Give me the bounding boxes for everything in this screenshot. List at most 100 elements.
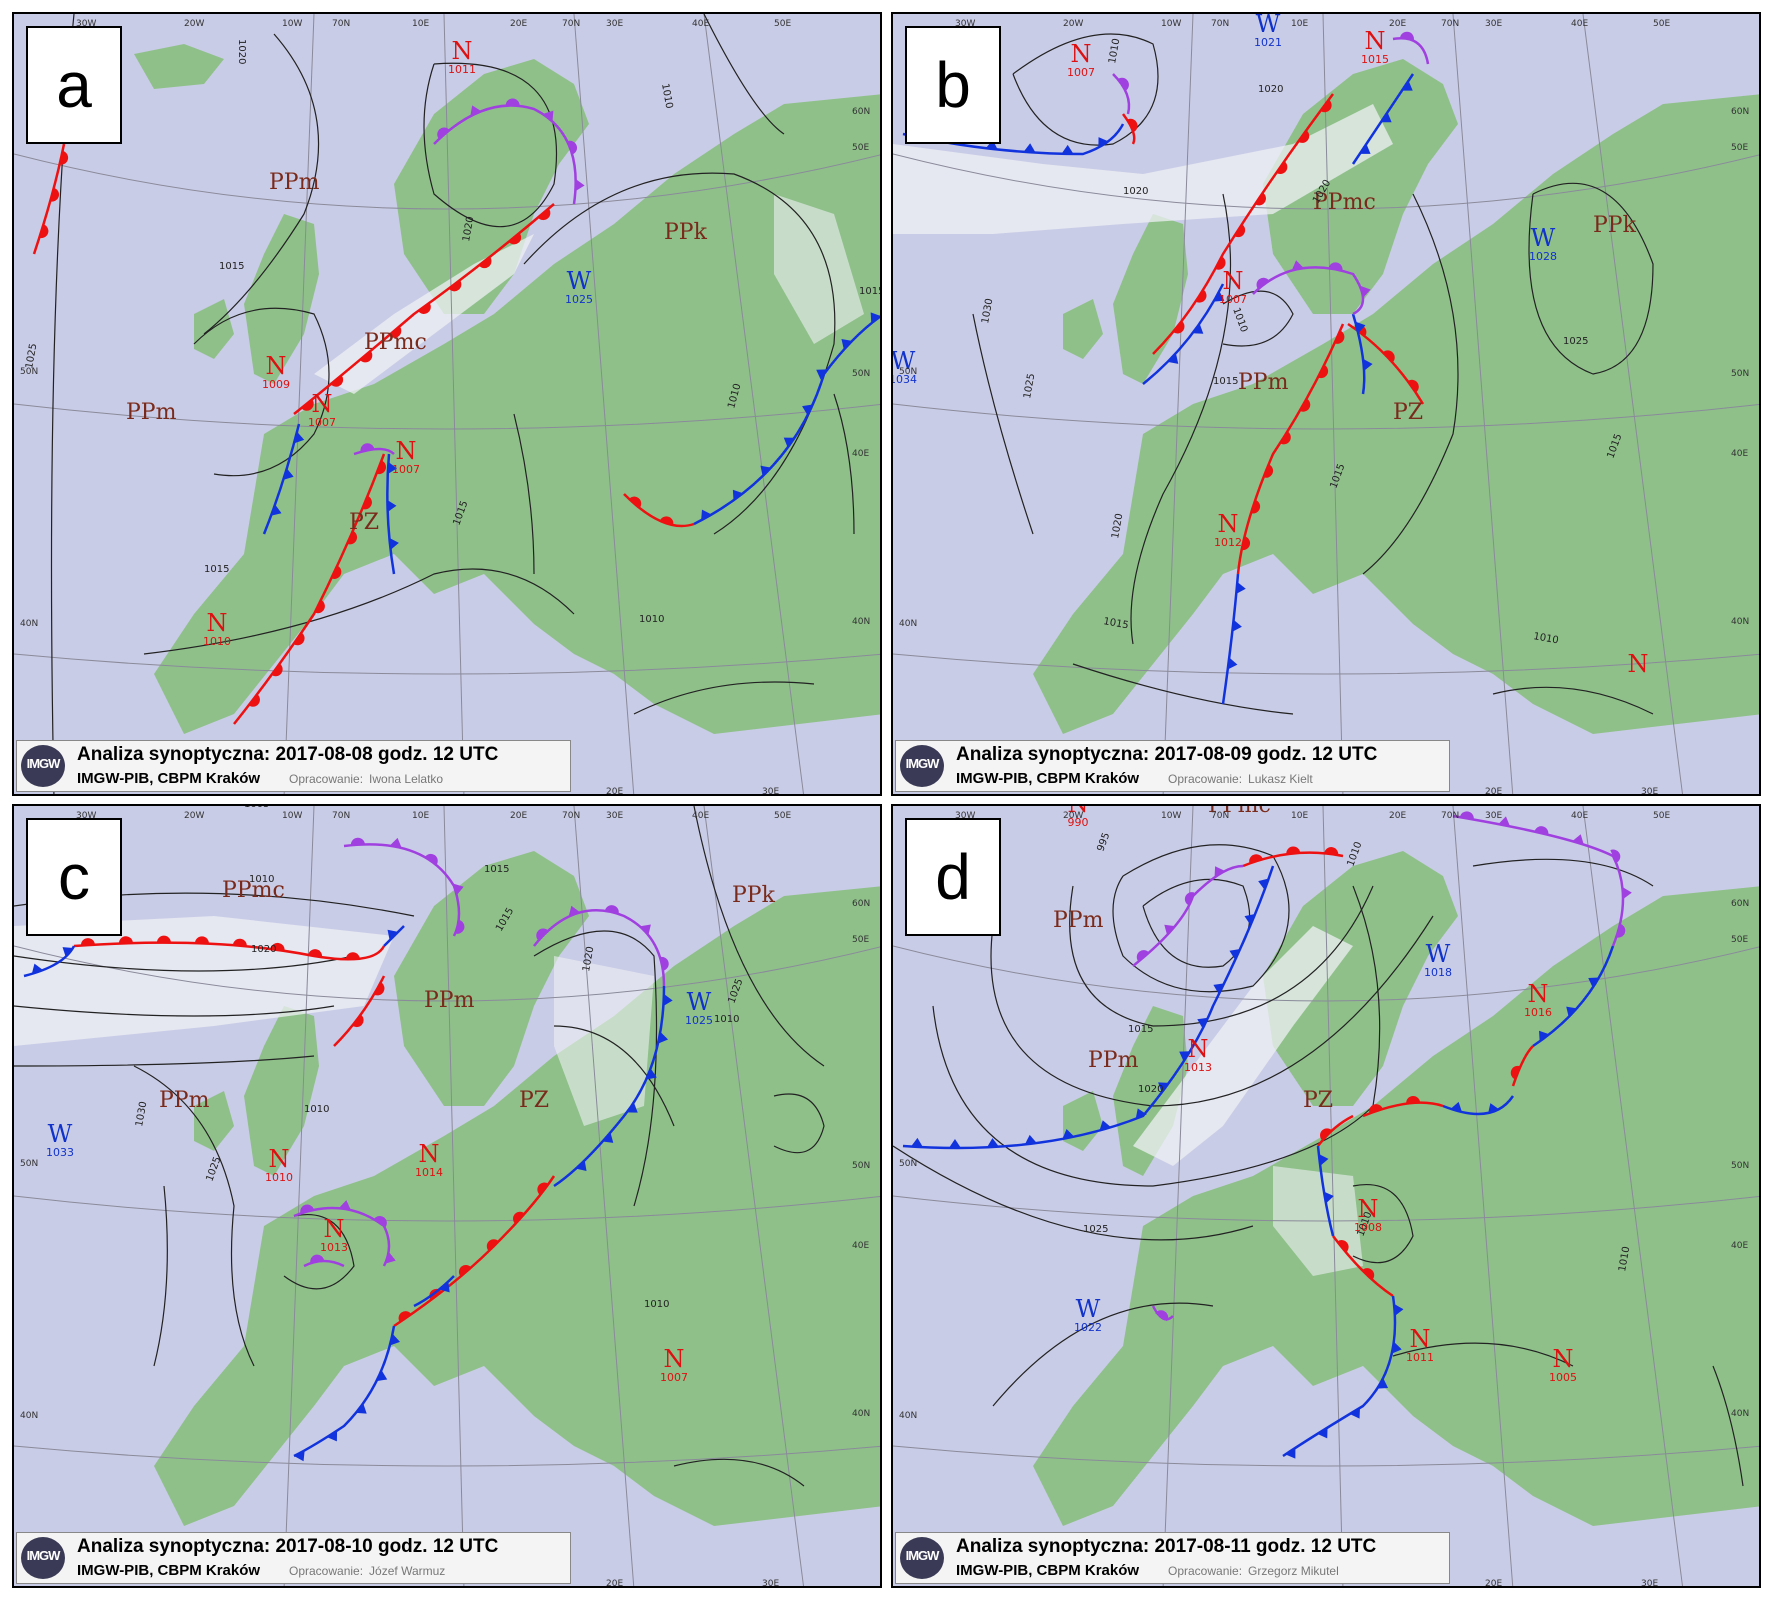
- graticule-label: 40N: [20, 1411, 38, 1421]
- occluded-front: [293, 1206, 391, 1267]
- air-mass-labels: PPmc PPm PPm PZ PPk: [159, 878, 776, 1113]
- front-triangle-symbol: [1135, 1108, 1147, 1120]
- front-triangle-symbol: [701, 509, 712, 521]
- isobar: [1528, 182, 1654, 375]
- front-semicircle-symbol: [1534, 826, 1549, 835]
- caption-author: Opracowanie: Iwona Lelatko: [289, 772, 443, 786]
- map-canvas: N1002N1006N1000W1025W1033N1010N1014N1013…: [14, 806, 880, 1588]
- isobar: [193, 307, 330, 477]
- graticule-label: 70N: [562, 811, 580, 821]
- pressure-center-letter: N: [312, 390, 333, 418]
- graticule-line: [14, 945, 880, 1002]
- front-semicircle-symbol: [352, 1014, 364, 1028]
- pressure-center-value: 1009: [262, 378, 290, 391]
- occluded-front: [1252, 266, 1365, 316]
- occluded-front-symbols: [350, 837, 465, 934]
- graticule-label: 50N: [899, 1159, 917, 1169]
- front-triangle-symbol: [1244, 914, 1256, 926]
- graticule-line: [283, 806, 315, 1586]
- graticule-label: 30E: [762, 1579, 779, 1588]
- isobar-label: 1025: [1083, 1224, 1108, 1235]
- pressure-center-letter: N: [266, 352, 287, 380]
- warm-front-symbols: [398, 1182, 549, 1323]
- warm-front-symbols: [301, 208, 551, 411]
- front-semicircle-symbol: [1136, 950, 1150, 962]
- land-scandinavia: [394, 851, 589, 1106]
- front-triangle-symbol: [62, 947, 74, 958]
- front-triangle-symbol: [1061, 144, 1074, 154]
- air-mass-labels: PPm PPm PPmc PPk PZ: [126, 170, 708, 535]
- front-triangle-symbol: [1394, 1303, 1404, 1316]
- cold-front-symbols: [575, 994, 673, 1172]
- pressure-center-value: 1025: [565, 293, 593, 306]
- warm-front: [233, 453, 386, 725]
- graticule-label: 40E: [692, 811, 709, 821]
- pressure-center-value: 1016: [1524, 1006, 1552, 1019]
- graticule-label: 10W: [1161, 811, 1181, 821]
- warm-front: [1362, 1101, 1444, 1118]
- graticule-label: 20E: [1485, 1579, 1502, 1588]
- cold-front-symbols: [1450, 1101, 1500, 1114]
- graticule-label: 10E: [1291, 811, 1308, 821]
- pressure-center-letter: W: [48, 1120, 73, 1148]
- graticule-line: [14, 1445, 880, 1467]
- pressure-center-value: 1012: [1214, 536, 1242, 549]
- occluded-front-symbols: [1118, 77, 1129, 91]
- graticule-label: 40N: [1731, 1409, 1749, 1419]
- front-triangle-symbol: [1291, 260, 1304, 271]
- air-mass-label: PPk: [732, 883, 776, 908]
- warm-front-symbols: [1369, 1095, 1421, 1114]
- graticule-label: 70N: [1441, 19, 1459, 29]
- pressure-center-value: 1014: [415, 1166, 443, 1179]
- front-triangle-symbol: [1232, 619, 1242, 632]
- front-triangle-symbol: [294, 1450, 305, 1462]
- warm-front: [1317, 1114, 1354, 1147]
- isobar: [1222, 290, 1294, 347]
- occluded-front: [433, 104, 577, 205]
- isobar: [1352, 885, 1381, 1107]
- isobar: [703, 14, 785, 135]
- graticule-label: 40E: [692, 19, 709, 29]
- imgw-logo: IMGW: [21, 745, 65, 787]
- graticule-line: [573, 14, 635, 794]
- front-triangle-symbol: [986, 1138, 999, 1148]
- graticule-label: 40E: [1571, 811, 1588, 821]
- pressure-center-letter: N: [207, 609, 228, 637]
- front-semicircle-symbol: [1400, 31, 1414, 41]
- graticule-label: 50E: [774, 19, 791, 29]
- air-mass-label: PPk: [1593, 213, 1637, 238]
- front-triangle-symbol: [1227, 657, 1238, 670]
- front-semicircle-symbol: [1406, 1095, 1421, 1104]
- isobar-label: 1020: [1123, 186, 1148, 197]
- front-semicircle-symbol: [314, 599, 325, 614]
- front-semicircle-symbol: [1510, 1065, 1521, 1080]
- front-semicircle-symbol: [1276, 161, 1288, 174]
- front-triangle-symbol: [1498, 816, 1511, 827]
- land-ireland: [194, 299, 234, 359]
- warm-front-symbols: [1249, 846, 1339, 864]
- front-triangle-symbol: [389, 837, 402, 848]
- warm-front-symbols: [352, 982, 385, 1028]
- front-semicircle-symbol: [1324, 847, 1339, 855]
- isobar-label: 1030: [980, 298, 995, 325]
- graticule-label: 10E: [412, 19, 429, 29]
- front-triangle-symbol: [802, 404, 813, 416]
- graticule-label: 50N: [1731, 369, 1749, 379]
- cold-front: [413, 1275, 455, 1308]
- graticule-line: [1162, 14, 1194, 794]
- front-semicircle-symbol: [1286, 846, 1301, 855]
- front-triangle-symbol: [575, 1160, 587, 1172]
- cold-front-symbols: [1227, 581, 1246, 670]
- graticule-line: [443, 14, 465, 794]
- author-label: Opracowanie:: [289, 1564, 364, 1578]
- occluded-front-symbols: [1256, 260, 1371, 298]
- front-triangle-symbol: [1539, 1030, 1550, 1042]
- front-triangle-symbol: [389, 1333, 401, 1346]
- pressure-center-letter: N: [664, 1345, 685, 1373]
- cold-front: [1351, 313, 1366, 395]
